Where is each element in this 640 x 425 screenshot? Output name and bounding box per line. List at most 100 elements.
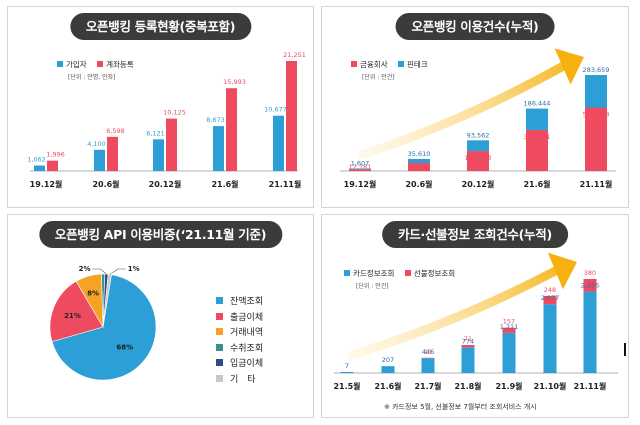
- data-label: 207: [382, 356, 394, 364]
- data-label: 1,607: [351, 160, 370, 168]
- legend-swatch: [216, 312, 223, 320]
- bar-segment: [408, 163, 430, 171]
- bar-segment: [467, 151, 489, 171]
- bar: [286, 61, 297, 171]
- chart-title: 오픈뱅킹 API 이용비중(‘21.11월 기준): [38, 221, 283, 248]
- bar-segment: [526, 108, 548, 130]
- chart-legend: 카드정보조회 선불정보조회: [344, 268, 463, 279]
- x-tick-label: 21.11월: [574, 381, 607, 391]
- legend-label: 카드정보조회: [353, 269, 395, 278]
- legend-label: 출금이체: [230, 312, 264, 323]
- data-label: 12,181: [349, 163, 372, 171]
- chart-title: 카드·선불정보 조회건수(누적): [382, 221, 568, 248]
- bar-segment: [585, 75, 607, 108]
- pie-legend-item: 잔액조회: [216, 295, 263, 311]
- bar-segment: [381, 366, 395, 373]
- registration-panel: 오픈뱅킹 등록현황(중복포함) 가입자 계좌등록 [단위 : 만명, 만좌] 1…: [7, 6, 314, 208]
- pie-legend: 잔액조회 출금이체 거래내역 수취조회 입금이체 기 타: [216, 295, 263, 388]
- data-label: 2,456: [581, 282, 600, 290]
- legend-label: 핀테크: [407, 60, 428, 69]
- x-tick-label: 20.12월: [462, 179, 495, 189]
- pie-legend-item: 입금이체: [216, 357, 263, 373]
- growth-arrow-shaft: [347, 266, 560, 360]
- x-tick-label: 21.6월: [211, 179, 238, 189]
- data-label: 2,077: [541, 294, 560, 302]
- legend-label: 잔액조회: [230, 297, 264, 307]
- data-label: 1,062: [27, 156, 46, 164]
- pie-legend-item: 기 타: [216, 373, 263, 389]
- growth-arrow-head: [554, 48, 584, 85]
- legend-swatch-red: [404, 270, 411, 276]
- x-tick-label: 21.6월: [374, 381, 401, 391]
- legend-label: 가입자: [66, 60, 87, 69]
- bar-segment: [349, 168, 371, 170]
- growth-arrow-shaft: [357, 61, 568, 160]
- unit-label: [단위 : 만건]: [362, 74, 395, 81]
- x-tick-label: 21.6월: [523, 179, 550, 189]
- leader-line: [109, 268, 126, 275]
- data-label: 10,125: [163, 109, 186, 117]
- data-label: 6,121: [146, 129, 165, 137]
- legend-swatch-blue: [344, 270, 350, 276]
- legend-swatch-blue: [57, 61, 63, 67]
- card-prepaid-panel: 카드·선불정보 조회건수(누적) 카드정보조회 선불정보조회 [단위 : 만건]…: [321, 214, 629, 418]
- x-tick-label: 19.12월: [30, 179, 63, 189]
- legend-swatch: [216, 328, 223, 335]
- api-share-chart: 68% 21% 8% 2% 1%: [49, 265, 157, 381]
- x-tick-label: 19.12월: [344, 179, 377, 189]
- bar-segment: [340, 372, 354, 373]
- legend-label: 입금이체: [230, 359, 264, 369]
- data-label: 283,659: [583, 66, 610, 74]
- slice-label: 2%: [79, 265, 91, 273]
- data-label: 15,993: [223, 78, 246, 86]
- pie-legend-item: 거래내역: [216, 326, 263, 342]
- unit-label: [단위 : 만건]: [356, 283, 389, 290]
- legend-swatch-blue: [398, 61, 404, 67]
- legend-swatch: [216, 374, 223, 382]
- data-label: 8,673: [206, 116, 225, 124]
- legend-label: 선불정보조회: [413, 269, 456, 278]
- data-label: 173,963: [465, 154, 492, 162]
- bar-segment: [502, 332, 516, 373]
- data-label: 446: [422, 348, 434, 356]
- usage-panel: 오픈뱅킹 이용건수(누적) 금융회사 핀테크 [단위 : 만건] 12,181 1…: [321, 6, 629, 208]
- bar-segment: [461, 347, 475, 373]
- bar-segment: [408, 158, 430, 164]
- bar-segment: [467, 140, 489, 152]
- slice-label: 8%: [87, 289, 99, 297]
- slice-label: 68%: [116, 343, 133, 351]
- bar-segment: [585, 107, 607, 171]
- data-label: 93,562: [467, 131, 490, 139]
- bar-segment: [349, 169, 371, 171]
- chart-title: 오픈뱅킹 등록현황(중복포함): [69, 13, 252, 40]
- x-tick-label: 21.9월: [495, 381, 522, 391]
- data-label: 380: [584, 269, 596, 277]
- legend-label: 거래내역: [230, 328, 264, 338]
- legend-label: 계좌등록: [106, 60, 134, 69]
- bar: [107, 136, 118, 171]
- bar: [94, 149, 105, 171]
- x-tick-label: 21.8월: [454, 381, 481, 391]
- data-label: 13: [424, 348, 432, 356]
- bar-segment: [543, 295, 557, 305]
- growth-arrow-head: [547, 252, 577, 290]
- x-tick-label: 21.5월: [333, 381, 360, 391]
- x-tick-label: 21.11월: [269, 179, 302, 189]
- data-label: 7: [345, 362, 349, 370]
- footnote: ※ 카드정보 5월, 선불정보 7월부터 조회서비스 개시: [384, 403, 537, 411]
- data-label: 157: [503, 318, 515, 326]
- data-label: 35,610: [408, 150, 431, 158]
- bar-segment: [583, 279, 597, 292]
- bar-segment: [543, 304, 557, 373]
- legend-label: 금융회사: [360, 60, 388, 69]
- x-tick-label: 20.6월: [92, 179, 119, 189]
- leader-line: [92, 268, 107, 275]
- data-label: 71: [464, 335, 472, 343]
- bar: [226, 88, 237, 171]
- pie-legend-item: 출금이체: [216, 311, 263, 327]
- separator-mark: [624, 343, 626, 356]
- bar: [34, 165, 45, 171]
- x-tick-label: 21.7월: [414, 381, 441, 391]
- legend-label: 기 타: [230, 374, 256, 385]
